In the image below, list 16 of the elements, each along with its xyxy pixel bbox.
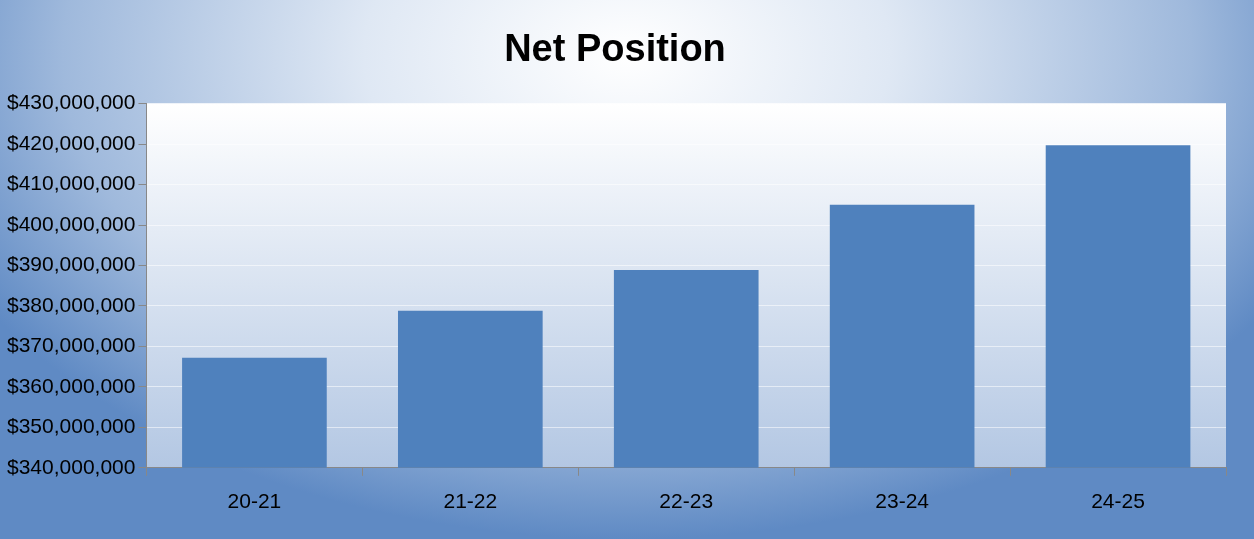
chart-title: Net Position xyxy=(504,27,726,70)
y-tick-label: $340,000,000 xyxy=(6,454,136,478)
y-tick-label: $350,000,000 xyxy=(6,414,136,438)
y-tick-label: $420,000,000 xyxy=(6,130,136,154)
y-tick-label: $370,000,000 xyxy=(6,333,136,357)
x-tick-label: 24-25 xyxy=(1091,489,1145,513)
y-tick-label: $410,000,000 xyxy=(6,171,136,195)
y-tick-label: $400,000,000 xyxy=(6,211,136,235)
y-tick-label: $390,000,000 xyxy=(6,252,136,276)
y-tick-label: $380,000,000 xyxy=(6,292,136,316)
x-tick-label: 22-23 xyxy=(659,489,714,513)
x-tick-label: 21-22 xyxy=(443,489,498,513)
x-tick-label: 23-24 xyxy=(875,489,930,513)
x-tick-label: 20-21 xyxy=(227,489,282,513)
y-tick-label: $360,000,000 xyxy=(6,373,136,397)
y-tick-label: $430,000,000 xyxy=(6,90,136,114)
